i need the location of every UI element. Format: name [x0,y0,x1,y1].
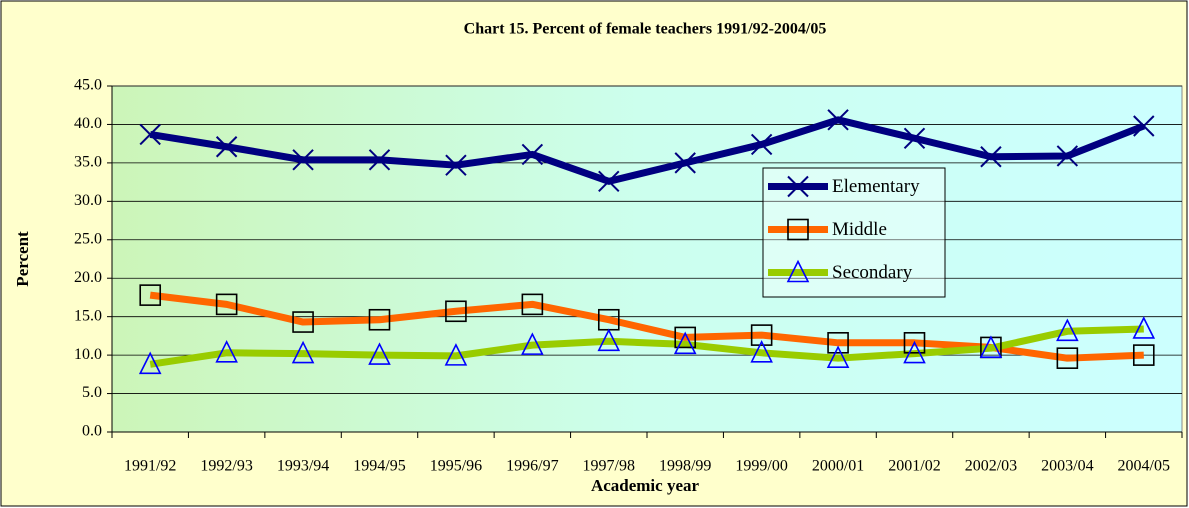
marker [597,328,621,352]
series-line [149,325,1144,368]
marker [827,332,849,354]
chart-title: Chart 15. Percent of female teachers 199… [464,21,827,38]
marker [1132,344,1155,366]
x-axis-label: Academic year [591,476,700,495]
x-tick-label: 1992/93 [200,458,252,475]
plot-area [111,85,1183,433]
y-tick-label: 30.0 [74,192,102,209]
legend-label: Secondary [832,262,913,283]
marker [787,175,809,198]
x-tick-label: 2003/04 [1041,458,1093,475]
x-tick-label: 1997/98 [583,458,635,475]
marker [521,143,544,166]
marker [674,326,697,349]
y-tick-label: 45.0 [74,77,102,94]
marker [1056,347,1079,369]
x-tick-label: 1993/94 [277,458,329,475]
marker [292,149,314,171]
marker [215,340,238,363]
marker [674,152,696,174]
marker [750,340,773,363]
x-tick-label: 1991/92 [124,458,176,475]
legend-label: Elementary [832,176,920,197]
marker [368,342,391,365]
y-axis-label: Percent [13,231,32,287]
marker [445,300,467,323]
x-tick-label: 2002/03 [965,458,1017,475]
marker [445,154,467,176]
marker [521,293,544,316]
marker [786,259,810,283]
y-tick-label: 10.0 [74,346,102,363]
legend-label: Middle [832,219,887,240]
x-tick-label: 2004/05 [1118,458,1170,475]
marker [291,340,315,364]
marker [139,123,161,146]
marker [750,324,773,346]
series-line [149,116,1146,185]
marker [138,351,162,375]
marker [903,127,926,149]
x-tick-label: 1996/97 [506,458,558,475]
marker [1132,316,1156,339]
x-tick-label: 2001/02 [888,458,940,475]
y-tick-label: 5.0 [82,384,102,401]
marker [980,146,1002,168]
marker [750,133,773,156]
marker [139,284,162,306]
x-tick-label: 2000/01 [812,458,864,475]
marker [215,136,238,158]
marker [292,311,314,333]
marker [368,149,391,171]
marker [444,343,468,366]
marker [368,308,391,331]
x-tick-label: 1999/00 [735,458,787,475]
marker [598,170,620,193]
y-tick-label: 25.0 [74,230,102,247]
marker [903,332,926,354]
marker [903,340,926,364]
marker [1056,145,1079,167]
marker [826,345,850,368]
x-tick-label: 1994/95 [353,458,405,475]
y-tick-label: 0.0 [82,423,102,440]
marker [979,335,1003,358]
marker [1133,115,1155,137]
marker [215,293,238,316]
x-tick-label: 1998/99 [659,458,711,475]
y-tick-label: 20.0 [74,269,102,286]
x-tick-label: 1995/96 [430,458,482,475]
marker [787,218,809,241]
marker [1056,318,1079,342]
y-tick-label: 35.0 [74,154,102,171]
marker [673,331,697,355]
marker [521,332,544,355]
marker [827,109,849,131]
y-tick-label: 15.0 [74,307,102,324]
y-tick-label: 40.0 [74,115,102,132]
